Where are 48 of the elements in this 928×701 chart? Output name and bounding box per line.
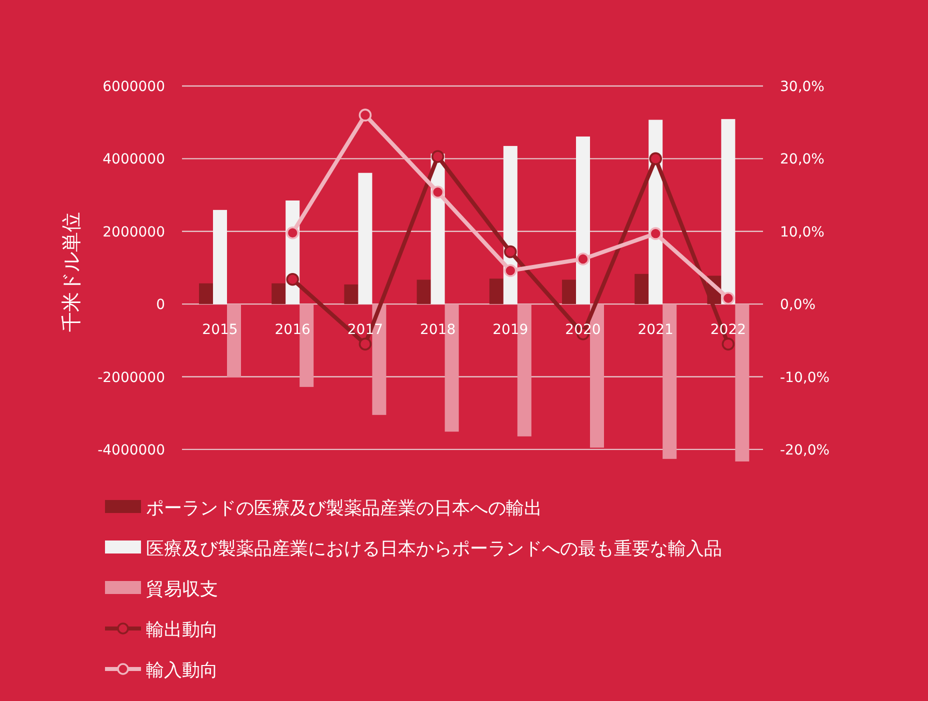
bar xyxy=(213,210,227,304)
x-tick-label: 2020 xyxy=(565,322,601,338)
x-tick-label: 2016 xyxy=(274,322,310,338)
y-tick-label: 2000000 xyxy=(102,224,165,240)
x-tick-label: 2015 xyxy=(202,322,238,338)
x-tick-label: 2017 xyxy=(347,322,384,338)
y-tick-label: 6000000 xyxy=(102,79,165,95)
x-tick-label: 2021 xyxy=(638,322,674,338)
y2-tick-label: -10,0% xyxy=(780,370,830,386)
y-tick-label: 0 xyxy=(156,297,165,314)
bar xyxy=(416,280,431,304)
legend-label: 輸出動向 xyxy=(146,620,218,640)
bar xyxy=(634,274,649,304)
y-axis-title: 千米ドル単位 xyxy=(59,212,83,332)
legend-label: 輸入動向 xyxy=(146,660,218,681)
y-tick-label: -2000000 xyxy=(98,370,165,386)
bar xyxy=(721,119,736,304)
bar xyxy=(199,283,213,304)
point xyxy=(649,152,662,166)
x-tick-label: 2022 xyxy=(710,322,746,338)
point xyxy=(722,292,735,305)
point xyxy=(286,272,299,286)
point xyxy=(431,150,444,163)
y2-tick-label: 30,0% xyxy=(780,79,824,95)
point xyxy=(504,264,517,278)
y-tick-label: -4000000 xyxy=(98,442,165,458)
point xyxy=(286,226,299,240)
y-tick-label: 4000000 xyxy=(102,152,165,168)
y2-tick-label: 10,0% xyxy=(780,224,824,240)
point xyxy=(649,227,662,240)
bar xyxy=(344,284,358,304)
bar xyxy=(358,172,372,304)
y2-tick-label: 20,0% xyxy=(780,152,824,168)
point xyxy=(358,108,372,122)
y2-tick-label: -20,0% xyxy=(780,442,830,458)
bar xyxy=(272,283,286,304)
x-tick-label: 2018 xyxy=(420,322,456,338)
point xyxy=(504,245,517,258)
y2-tick-label: 0,0% xyxy=(780,297,816,314)
point xyxy=(358,338,372,350)
point xyxy=(576,252,590,266)
legend-label: 貿易収支 xyxy=(146,579,218,600)
bar xyxy=(576,136,590,304)
point xyxy=(722,338,735,350)
x-tick-label: 2019 xyxy=(492,322,528,338)
point xyxy=(431,186,444,199)
bar xyxy=(489,278,504,304)
bar xyxy=(562,280,576,304)
